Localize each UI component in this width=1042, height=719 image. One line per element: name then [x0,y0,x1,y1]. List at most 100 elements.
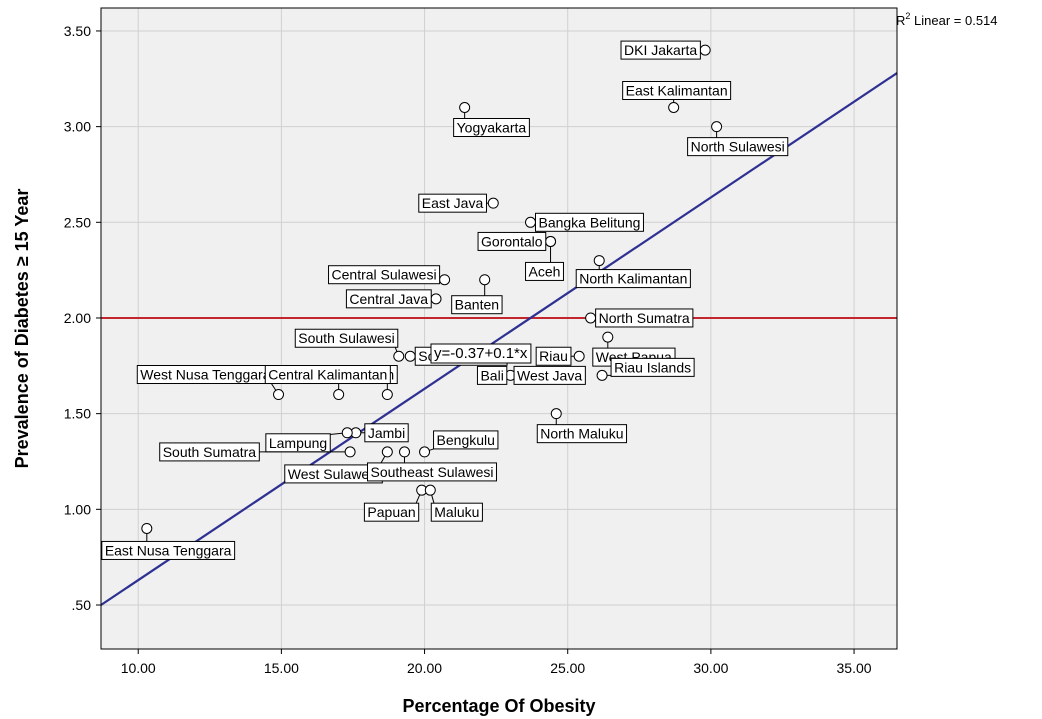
data-point [545,235,557,247]
point-label: East Nusa Tenggara [105,542,232,558]
point-label-box [430,502,483,522]
x-axis-ticks: 10.00 15.00 20.00 25.00 30.00 35.00 [121,649,872,676]
point-label: East Kalimantan [626,82,728,98]
data-point [333,389,345,401]
point-label: Central Sulawesi [332,267,437,283]
point-label: North Kalimantan [579,271,687,287]
data-point [585,312,597,324]
point-label: Maluku [434,504,479,520]
point-label: South Sumatra [163,444,257,460]
data-point [273,389,285,401]
x-tick-label: 25.00 [550,660,585,676]
point-label: Banten [455,297,499,313]
point-label-box [513,365,586,385]
point-label-box [294,328,399,348]
x-tick-label: 35.00 [837,660,872,676]
data-point [141,522,153,534]
data-point [341,427,353,439]
data-point [550,408,562,420]
data-point [404,350,416,362]
data-point [439,274,451,286]
x-axis-title: Percentage Of Obesity [402,696,595,716]
data-point [711,121,723,133]
y-tick-label: 2.00 [64,310,91,326]
point-label-box [264,365,391,385]
point-label-box [525,261,564,281]
point-label-box [622,80,732,100]
data-point [596,369,608,381]
data-point [699,44,711,56]
point-label: Bengkulu [437,432,495,448]
point-label: Yogyakarta [457,119,527,135]
data-point [487,197,499,209]
y-tick-label: 1.50 [64,406,91,422]
data-point [424,484,436,496]
point-label: North Sumatra [599,310,690,326]
fit-equation-label: y=-0.37+0.1*x [434,345,528,362]
data-point [381,446,393,458]
data-point [602,331,614,343]
r2-label: R2 Linear = 0.514 [896,11,998,28]
x-tick-label: 10.00 [121,660,156,676]
point-label-box [477,231,547,251]
y-tick-label: 3.00 [64,119,91,135]
r2-suffix: Linear = 0.514 [910,13,997,28]
point-label: Southeast Sulawesi [371,464,494,480]
point-label: East Java [422,195,484,211]
point-label: Papuan [367,504,415,520]
point-label-box [595,308,694,328]
point-label-box [367,462,497,482]
y-tick-label: 2.50 [64,214,91,230]
point-label: Bangka Belitung [538,214,640,230]
x-tick-label: 20.00 [407,660,442,676]
point-label-box [364,423,409,443]
point-label-box [159,442,260,462]
y-tick-label: 1.00 [64,501,91,517]
x-tick-label: 15.00 [264,660,299,676]
point-label: North Sulawesi [691,139,785,155]
data-points [141,44,723,534]
data-point [479,274,491,286]
data-point [430,293,442,305]
plot-frame [100,7,898,650]
point-label: West Java [517,367,582,383]
point-label-box [453,117,530,137]
point-label: Riau [539,348,568,364]
point-label: North Maluku [540,426,623,442]
data-point [668,101,680,113]
point-label-box [575,269,691,289]
point-label-box [418,193,487,213]
point-label: West Nusa Tenggara [140,367,270,383]
point-label: DKI Jakarta [624,42,697,58]
fit-equation-box [430,343,532,364]
point-label: Aceh [529,263,561,279]
point-label: Central Java [349,291,428,307]
point-label: Bali [480,367,503,383]
point-label-box [345,289,432,309]
fit-line-group [100,72,898,606]
point-label-box [534,212,644,232]
point-label: West Sulawesi [288,466,380,482]
data-point [593,255,605,267]
data-point [459,101,471,113]
point-label-box [610,357,695,377]
data-point [573,350,585,362]
point-label: Jambi [368,425,405,441]
data-point [393,350,405,362]
point-label-box [363,502,420,522]
data-point [399,446,411,458]
y-axis-title: Prevalence of Diabetes ≥ 15 Year [12,189,32,469]
point-label-box [535,346,572,366]
point-label-box [476,365,508,385]
x-tick-label: 30.00 [693,660,728,676]
r2-superscript: 2 [905,11,910,21]
point-label: Central Kalimantan [268,367,387,383]
point-label-box [687,137,789,157]
point-label-box [620,40,701,60]
data-point [419,446,431,458]
point-label-box [101,540,236,560]
y-tick-label: 3.50 [64,23,91,39]
point-label-box [265,433,331,453]
point-label-box [451,295,503,315]
data-point [381,389,393,401]
